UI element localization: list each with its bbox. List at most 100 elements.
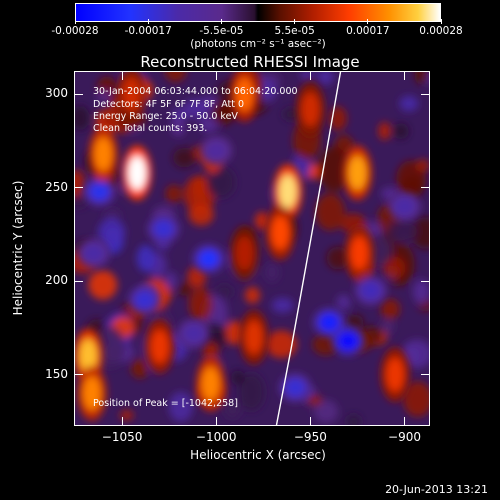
heatmap-texture-blob (230, 370, 246, 385)
colorbar-tick (367, 19, 369, 24)
heatmap-texture-blob (130, 358, 149, 379)
annotation-time-range: 30-Jan-2004 06:03:44.000 to 06:04:20.000 (93, 86, 298, 97)
colorbar-tick-label: -5.5e-05 (199, 25, 244, 37)
x-axis-tick-label: −1000 (195, 430, 237, 444)
cold-spot (206, 141, 227, 160)
heatmap-texture-blob (396, 160, 426, 198)
y-axis-tick (75, 280, 83, 282)
cold-spot (134, 290, 155, 309)
heatmap-svg (75, 72, 429, 425)
heatmap-texture-blob (188, 203, 214, 226)
heatmap-texture-blob (103, 208, 121, 221)
heatmap-texture-blob (316, 72, 334, 85)
heatmap-texture-blob (416, 159, 429, 172)
x-axis-tick (309, 417, 311, 425)
heatmap-texture-blob (387, 219, 417, 243)
heatmap-texture-blob (412, 279, 429, 305)
cold-spot (319, 313, 340, 332)
x-axis-tick-label: −900 (388, 430, 421, 444)
hot-spot (301, 92, 320, 127)
heatmap-texture-blob (282, 107, 300, 121)
y-axis-tick-right (421, 374, 429, 376)
heatmap-texture-blob (326, 246, 350, 270)
heatmap-texture-blob (401, 339, 429, 369)
x-axis-tick-top (215, 72, 217, 80)
y-axis-tick-right (421, 280, 429, 282)
heatmap-texture-blob (211, 100, 236, 125)
hot-spot (386, 357, 405, 392)
x-axis-tick-top (404, 72, 406, 80)
plot-area (74, 71, 430, 426)
cold-spot (285, 378, 306, 397)
hot-spot (150, 329, 169, 364)
hot-spot (79, 338, 98, 373)
heatmap-texture-blob (75, 169, 85, 198)
colorbar-tick (74, 19, 76, 24)
colorbar-tick-label: 0.00028 (419, 25, 463, 37)
heatmap-texture-blob (306, 394, 323, 406)
heatmap-texture-blob (403, 381, 429, 417)
hot-spot (94, 137, 113, 172)
x-axis-tick (121, 417, 123, 425)
y-axis-tick-label: 250 (45, 179, 68, 194)
cold-spot (198, 249, 219, 268)
annotation-energy-range: Energy Range: 25.0 - 50.0 keV (93, 111, 238, 122)
heatmap-texture-blob (315, 193, 345, 231)
hot-spot (244, 320, 263, 355)
heatmap-texture-blob (119, 410, 134, 421)
x-axis-tick (404, 417, 406, 425)
x-axis-tick-label: −950 (293, 430, 327, 444)
heatmap-texture-blob (378, 122, 391, 140)
x-axis-label: Heliocentric X (arcsec) (190, 448, 326, 462)
colorbar-tick (220, 19, 222, 24)
heatmap-texture-blob (75, 105, 90, 130)
heatmap-texture-blob (165, 184, 183, 203)
heatmap-texture-blob (165, 72, 186, 82)
y-axis-tick (75, 374, 83, 376)
colorbar (75, 3, 441, 22)
heatmap-texture-blob (254, 211, 270, 230)
colorbar-tick-label: 0.00017 (346, 25, 390, 37)
heatmap-texture-blob (136, 244, 155, 272)
colorbar-tick (294, 19, 296, 24)
heatmap-texture-blob (178, 282, 192, 296)
hot-spot (348, 155, 367, 190)
colorbar-tick (147, 19, 149, 24)
colorbar-tick (440, 19, 442, 24)
heatmap-texture-blob (300, 72, 313, 81)
y-axis-tick-label: 200 (45, 273, 68, 288)
hot-spot (278, 174, 297, 209)
y-axis-tick-right (421, 187, 429, 189)
heatmap-texture-blob (336, 294, 351, 311)
heatmap-texture-blob (164, 271, 177, 290)
heatmap-texture-blob (170, 118, 186, 137)
heatmap-texture-blob (182, 99, 209, 119)
heatmap-texture-blob (411, 217, 429, 249)
heatmap-texture-blob (96, 90, 113, 102)
heatmap-texture-blob (414, 72, 429, 85)
cold-spot (338, 331, 359, 350)
heatmap-texture-blob (199, 115, 219, 134)
x-axis-tick-top (121, 72, 123, 80)
heatmap-texture-blob (88, 270, 118, 300)
cold-spot (394, 197, 415, 216)
cold-spot (89, 182, 110, 201)
solar-limb-curve (275, 72, 342, 425)
y-axis-tick-label: 300 (45, 86, 68, 101)
colorbar-tick-label: -0.00017 (124, 25, 172, 37)
heatmap-texture-blob (264, 262, 280, 283)
y-axis-tick (75, 187, 83, 189)
heatmap-texture-blob (399, 95, 419, 112)
x-axis-tick-label: −1050 (101, 430, 143, 444)
hot-spot (235, 236, 254, 271)
x-axis-tick-top (309, 72, 311, 80)
heatmap-texture-blob (203, 342, 219, 360)
cold-spot (83, 244, 104, 263)
heatmap-texture-blob (245, 286, 260, 304)
footer-date: 20-Jun-2013 13:21 (385, 483, 488, 496)
heatmap-texture-blob (382, 256, 406, 279)
heatmap-texture-blob (238, 373, 265, 411)
heatmap-texture-blob (380, 298, 400, 320)
cold-spot (183, 324, 204, 343)
y-axis-tick-label: 150 (45, 366, 68, 381)
